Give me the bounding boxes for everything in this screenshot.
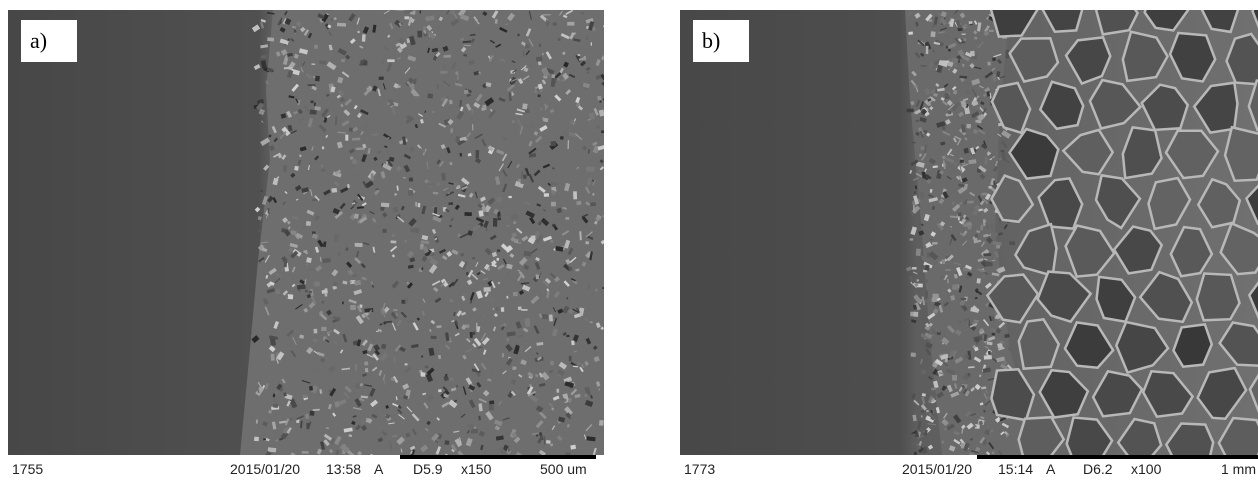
sem-micrograph-b: [680, 10, 1258, 455]
time: 13:58: [326, 461, 362, 477]
time: 15:14: [998, 461, 1034, 477]
scale-label: 1 mm: [1221, 461, 1256, 477]
scale-bar: [977, 455, 1258, 459]
sem-panel-a: a) 1755 2015/01/20 13:58 A D5.9 x150 500…: [8, 10, 604, 481]
date: 2015/01/20: [230, 461, 301, 477]
sem-info-bar: 1773 2015/01/20 15:14 A D6.2 x100 1 mm: [680, 455, 1258, 481]
working-distance: D6.2: [1083, 461, 1113, 477]
working-distance: D5.9: [413, 461, 443, 477]
sem-info-bar: 1755 2015/01/20 13:58 A D5.9 x150 500 um: [8, 455, 604, 481]
scale-bar: [400, 455, 596, 459]
sem-panel-b: b) 1773 2015/01/20 15:14 A D6.2 x100 1 m…: [680, 10, 1258, 481]
mode: A: [1046, 461, 1056, 477]
mode: A: [374, 461, 384, 477]
panel-label: a): [21, 20, 77, 62]
image-number: 1773: [684, 461, 716, 477]
sem-micrograph-a: [8, 10, 604, 455]
scale-label: 500 um: [540, 461, 587, 477]
image-number: 1755: [12, 461, 44, 477]
magnification: x150: [461, 461, 492, 477]
magnification: x100: [1131, 461, 1162, 477]
date: 2015/01/20: [902, 461, 973, 477]
panel-label: b): [693, 20, 749, 62]
